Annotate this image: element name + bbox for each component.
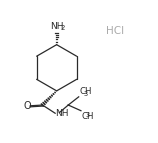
Text: 3: 3 <box>86 112 90 118</box>
Text: O: O <box>24 101 31 111</box>
Text: 3: 3 <box>84 91 88 97</box>
Text: 2: 2 <box>61 25 65 31</box>
Text: CH: CH <box>79 87 92 96</box>
Text: CH: CH <box>82 112 94 121</box>
Text: NH: NH <box>56 109 69 118</box>
Text: HCl: HCl <box>106 25 124 35</box>
Text: NH: NH <box>50 22 63 31</box>
